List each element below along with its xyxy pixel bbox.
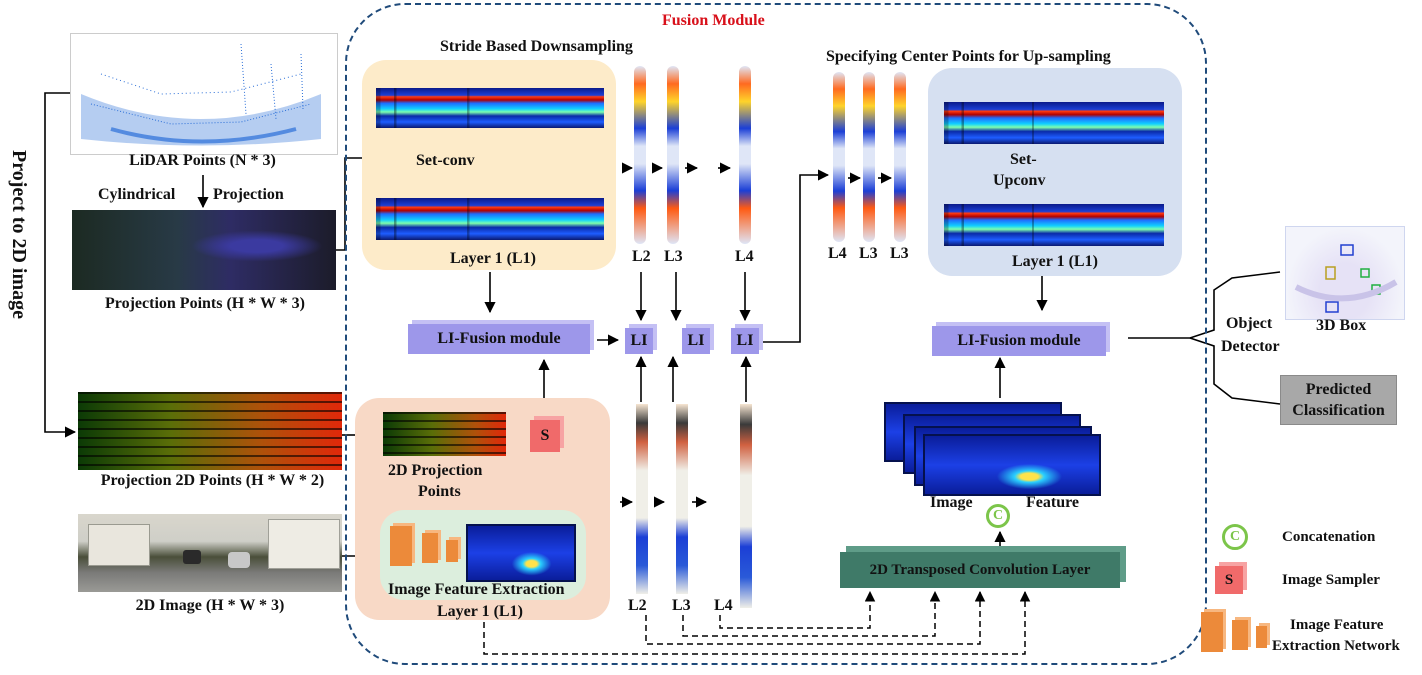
img-level-l4: L4 — [714, 597, 733, 614]
li-box-l3: LI — [682, 328, 710, 354]
up-level-l3b: L3 — [890, 245, 909, 262]
heatmap-top — [376, 88, 604, 128]
down-level-l3: L3 — [664, 248, 683, 265]
image-feature-label-right: Feature — [1026, 494, 1080, 511]
li-fusion-module-left: LI-Fusion module — [408, 324, 590, 354]
up-heatmap-top — [944, 102, 1164, 144]
li-fusion-module-right: LI-Fusion module — [932, 326, 1106, 356]
heatmap-bottom — [376, 198, 604, 240]
proj-2d-points-label-2: Points — [418, 483, 461, 500]
image-feature-map-small — [466, 524, 576, 582]
down-strip-l2 — [634, 66, 646, 244]
projection-points-image — [72, 210, 336, 290]
legend-sampler-icon: S — [1215, 566, 1243, 594]
down-strip-l4 — [739, 66, 751, 244]
cylindrical-label: Cylindrical — [98, 186, 176, 203]
layer1-image-label: Layer 1 (L1) — [437, 603, 523, 620]
up-strip-l3b — [894, 72, 906, 242]
set-conv-label: Set-conv — [416, 152, 475, 169]
projection-2d-image — [78, 392, 342, 470]
down-level-l2: L2 — [632, 248, 651, 265]
feature-map-4 — [923, 434, 1101, 496]
legend-ifen-block-2 — [1232, 620, 1248, 650]
up-strip-l3a — [863, 72, 875, 242]
lidar-points-icon — [81, 43, 321, 146]
img-level-l3: L3 — [672, 597, 691, 614]
camera-image-label: 2D Image (H * W * 3) — [135, 597, 285, 614]
predicted-classification-box: Predicted Classification — [1281, 376, 1396, 424]
set-upconv-label-2: Upconv — [993, 172, 1046, 189]
img-strip-l4 — [740, 404, 752, 608]
conv-block-3 — [446, 540, 458, 562]
projection-2d-label: Projection 2D Points (H * W * 2) — [100, 472, 325, 489]
up-level-l4: L4 — [828, 245, 847, 262]
li-box-l2: LI — [625, 328, 653, 354]
transposed-conv-layer: 2D Transposed Convolution Layer — [840, 552, 1120, 588]
img-level-l2: L2 — [628, 597, 647, 614]
object-label: Object — [1226, 315, 1273, 332]
detector-label: Detector — [1221, 338, 1280, 355]
up-strip-l4 — [833, 72, 845, 242]
legend-ifen-label-2: Extraction Network — [1272, 638, 1400, 654]
set-upconv-label-1: Set- — [1010, 151, 1037, 168]
fusion-module-border — [345, 3, 1207, 665]
projection-2d-small — [383, 412, 506, 456]
lidar-label: LiDAR Points (N * 3) — [129, 152, 276, 169]
proj-2d-points-label-1: 2D Projection — [388, 462, 483, 479]
downsampling-title: Stride Based Downsampling — [440, 38, 633, 55]
3d-box-label: 3D Box — [1316, 317, 1367, 334]
3d-box-icon — [1294, 244, 1398, 313]
up-level-l3a: L3 — [859, 245, 878, 262]
legend-ifen-label-1: Image Feature — [1290, 617, 1384, 633]
image-feature-extraction-label: Image Feature Extraction — [388, 581, 565, 598]
3d-box-image — [1285, 226, 1405, 320]
down-level-l4: L4 — [735, 248, 754, 265]
img-strip-l2 — [636, 404, 648, 594]
legend-concat-label: Concatenation — [1282, 529, 1376, 545]
conv-block-1 — [390, 526, 412, 566]
projection-label: Projection — [213, 186, 284, 203]
sampler-letter: S — [540, 427, 550, 444]
legend-sampler-label: Image Sampler — [1282, 572, 1380, 588]
layer1-down-label: Layer 1 (L1) — [450, 250, 536, 267]
legend-ifen-block-3 — [1256, 626, 1267, 648]
concat-icon: C — [986, 504, 1010, 528]
li-box-l4: LI — [731, 328, 759, 354]
legend-concat-icon: C — [1222, 524, 1248, 550]
down-strip-l3 — [667, 66, 679, 244]
image-feature-label-left: Image — [930, 494, 973, 511]
camera-image — [78, 514, 342, 592]
projection-points-label: Projection Points (H * W * 3) — [105, 295, 305, 312]
legend-ifen-block-1 — [1201, 612, 1223, 652]
layer1-up-label: Layer 1 (L1) — [1012, 253, 1098, 270]
upsampling-title: Specifying Center Points for Up-sampling — [826, 48, 1111, 65]
conv-block-2 — [422, 533, 438, 563]
lidar-point-cloud — [70, 33, 338, 155]
image-sampler-cube: S — [530, 420, 560, 452]
img-strip-l3 — [676, 404, 688, 594]
up-heatmap-bottom — [944, 204, 1164, 246]
fusion-module-title: Fusion Module — [662, 12, 765, 29]
